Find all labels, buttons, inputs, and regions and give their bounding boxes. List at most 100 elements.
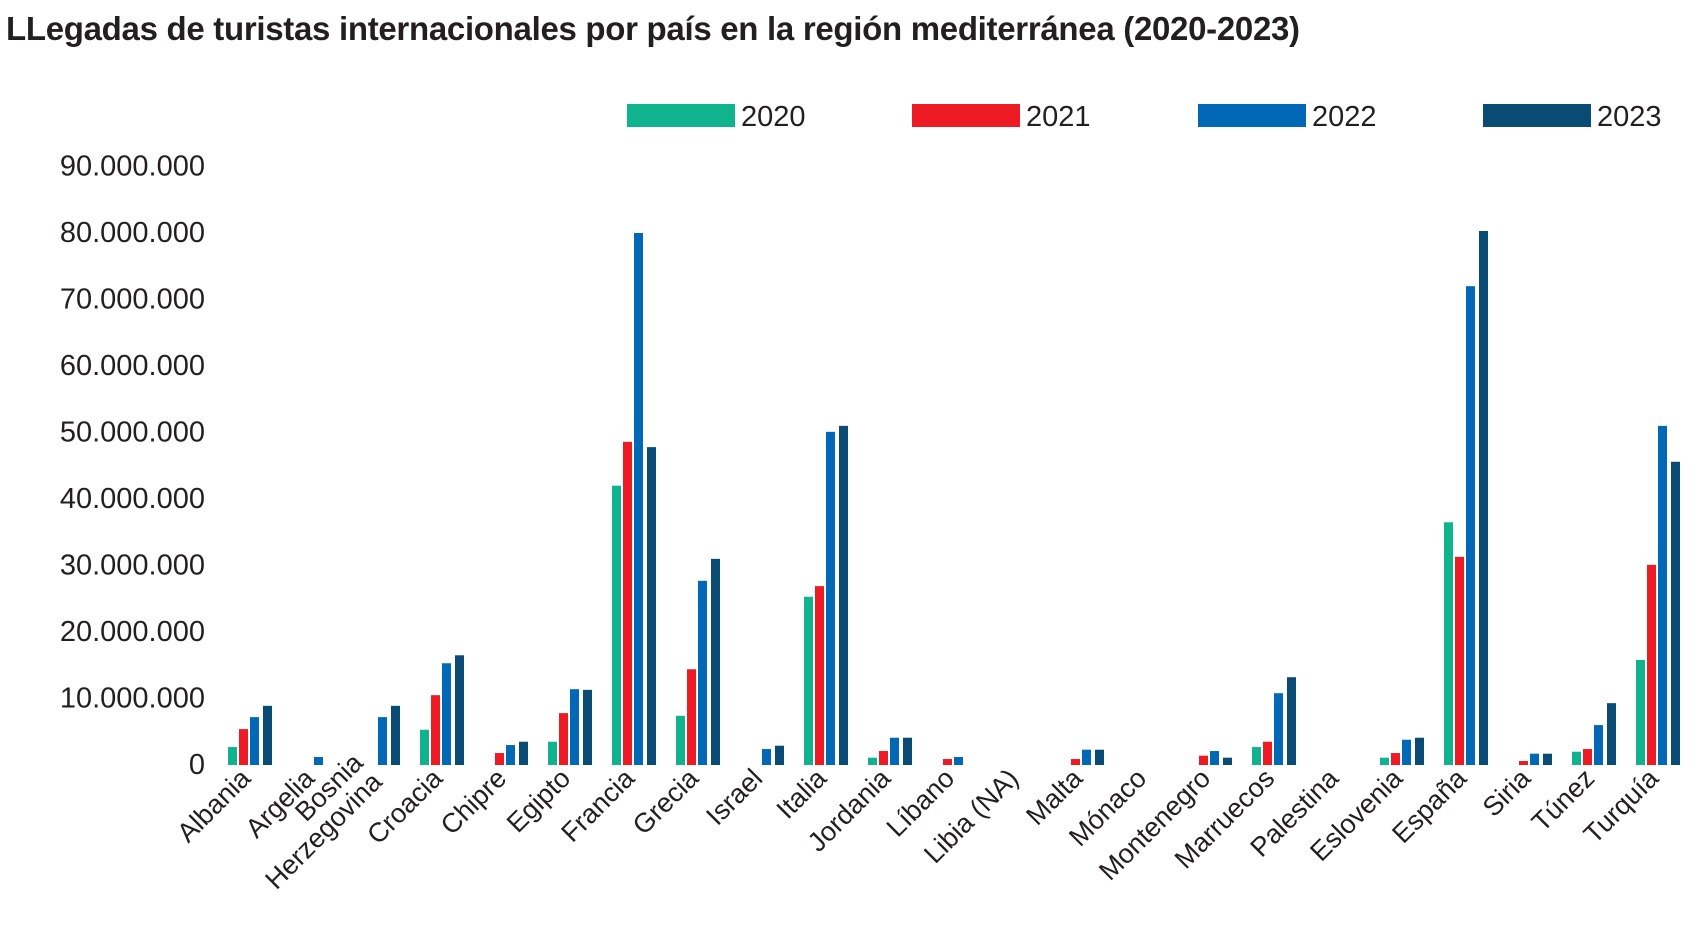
bar-2023: [647, 447, 656, 765]
bar-2020: [420, 729, 429, 765]
legend-label: 2022: [1312, 101, 1377, 133]
legend-label: 2023: [1597, 101, 1662, 133]
bar-group: [804, 425, 848, 765]
legend: 2020 2021 2022 2023: [627, 101, 1662, 133]
bar-2023: [775, 745, 784, 765]
bar-2021: [1391, 753, 1400, 765]
bar-2023: [1543, 753, 1552, 765]
bar-group: [868, 737, 912, 765]
x-axis: AlbaniaArgeliaBosniaHerzegovinaCroaciaCh…: [171, 747, 1665, 895]
bar-2022: [698, 580, 707, 765]
bar-2023: [903, 737, 912, 765]
bar-2023: [1607, 703, 1616, 765]
bar-group: [228, 705, 272, 765]
bar-2022: [1210, 751, 1219, 765]
bar-group: [612, 233, 656, 765]
bar-group: [1380, 737, 1424, 765]
y-tick-label: 60.000.000: [60, 350, 205, 382]
bar-2023: [391, 705, 400, 765]
bar-2023: [711, 558, 720, 765]
bar-2020: [228, 747, 237, 765]
bar-2022: [634, 233, 643, 765]
bar-2020: [1636, 659, 1645, 765]
bar-2023: [1287, 677, 1296, 765]
y-axis: 0 10.000.000 20.000.000 30.000.000 40.000.00…: [60, 151, 205, 782]
bar-2021: [1519, 761, 1528, 765]
bar-group: [495, 741, 528, 765]
x-tick-label: Israel: [700, 763, 768, 831]
bar-2022: [826, 431, 835, 765]
legend-item-2022: 2022: [1198, 101, 1377, 133]
x-tick-label: Grecia: [627, 762, 705, 840]
bar-2023: [1479, 231, 1488, 765]
legend-swatch: [1483, 104, 1591, 127]
bar-2020: [676, 715, 685, 765]
bar-2023: [1415, 737, 1424, 765]
bar-group: [378, 705, 400, 765]
bar-group: [1199, 751, 1232, 765]
bar-group: [1071, 749, 1104, 765]
bar-2023: [263, 705, 272, 765]
bar-2022: [1402, 739, 1411, 765]
y-tick-label: 30.000.000: [60, 550, 205, 582]
bar-group: [762, 745, 784, 765]
bar-group: [1572, 703, 1616, 765]
bar-2021: [1263, 741, 1272, 765]
legend-swatch: [627, 104, 735, 127]
x-tick-label: Albania: [171, 762, 257, 848]
y-tick-label: 90.000.000: [60, 151, 205, 183]
bar-group: [1444, 231, 1488, 765]
bar-2021: [687, 669, 696, 765]
bar-2023: [455, 655, 464, 765]
bar-2020: [1572, 751, 1581, 765]
bar-2023: [839, 425, 848, 765]
bar-2022: [250, 717, 259, 765]
legend-item-2020: 2020: [627, 101, 806, 133]
y-tick-label: 10.000.000: [60, 683, 205, 715]
bar-2021: [1455, 556, 1464, 765]
bar-group: [314, 757, 323, 765]
bar-2021: [815, 586, 824, 765]
x-tick-label: Francia: [555, 762, 641, 848]
bar-group: [1519, 753, 1552, 765]
legend-swatch: [912, 104, 1020, 127]
bar-2022: [762, 749, 771, 765]
bar-2022: [570, 689, 579, 765]
y-tick-label: 50.000.000: [60, 417, 205, 449]
bars: [228, 231, 1680, 765]
bar-2020: [1380, 757, 1389, 765]
bar-2023: [583, 689, 592, 765]
bar-2023: [519, 741, 528, 765]
bar-2021: [495, 753, 504, 765]
bar-group: [943, 757, 963, 765]
bar-2020: [804, 596, 813, 765]
bar-2021: [1583, 749, 1592, 765]
bar-2021: [1199, 755, 1208, 765]
bar-group: [548, 689, 592, 765]
bar-2023: [1095, 749, 1104, 765]
bar-2023: [1223, 757, 1232, 765]
bar-2020: [548, 741, 557, 765]
bar-2022: [954, 757, 963, 765]
bar-2022: [1530, 753, 1539, 765]
bar-2020: [612, 485, 621, 765]
bar-2022: [1466, 286, 1475, 765]
bar-2022: [1082, 749, 1091, 765]
bar-2023: [1671, 461, 1680, 765]
bar-2020: [1252, 747, 1261, 765]
bar-2022: [1594, 725, 1603, 765]
y-tick-label: 80.000.000: [60, 217, 205, 249]
bar-2020: [868, 757, 877, 765]
bar-group: [420, 655, 464, 765]
legend-label: 2020: [741, 101, 806, 133]
bar-2021: [943, 759, 952, 765]
bar-2021: [1071, 759, 1080, 765]
bar-group: [1636, 425, 1680, 765]
bar-group: [1252, 677, 1296, 765]
y-tick-label: 40.000.000: [60, 483, 205, 515]
legend-item-2021: 2021: [912, 101, 1091, 133]
bar-2022: [1274, 693, 1283, 765]
legend-swatch: [1198, 104, 1306, 127]
bar-2021: [431, 695, 440, 765]
